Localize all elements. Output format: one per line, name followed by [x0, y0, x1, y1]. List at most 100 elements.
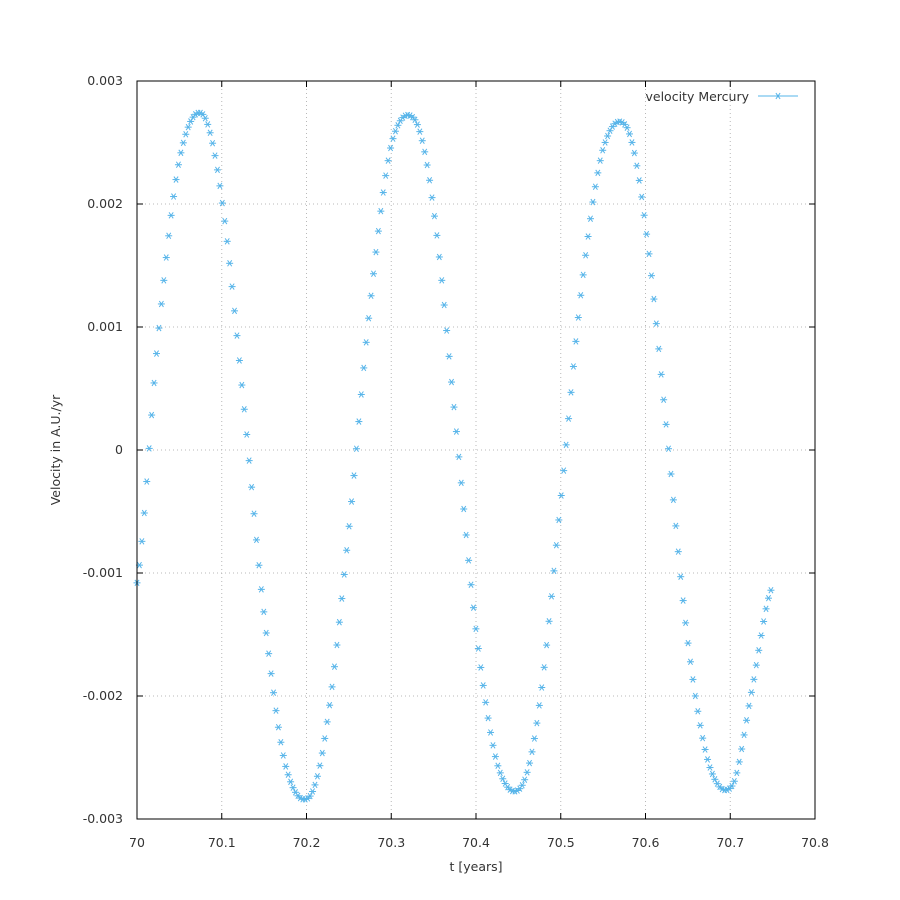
data-point: [187, 118, 195, 125]
data-point: [745, 702, 753, 710]
data-point: [313, 773, 321, 780]
data-point: [257, 586, 265, 593]
data-point: [579, 271, 587, 279]
x-tick-labels: 70 70.1 70.2 70.3 70.4 70.5 70.6 70.7 70.8: [129, 835, 829, 850]
x-tick-label: 70: [129, 835, 145, 850]
data-point: [426, 177, 434, 184]
data-point: [345, 523, 353, 530]
data-point: [213, 166, 221, 174]
data-point: [589, 198, 597, 206]
data-point: [606, 127, 614, 134]
data-point: [689, 676, 697, 683]
data-point: [479, 682, 487, 689]
data-point: [679, 597, 687, 604]
data-point: [155, 324, 163, 332]
data-point: [452, 428, 460, 435]
data-point: [174, 161, 182, 168]
data-point: [245, 457, 253, 464]
data-point: [645, 250, 653, 258]
data-point: [572, 338, 580, 345]
data-point: [504, 783, 512, 791]
data-point: [594, 169, 602, 177]
data-point: [167, 212, 175, 219]
data-point: [469, 604, 477, 611]
data-point: [601, 139, 609, 146]
data-point: [262, 629, 270, 637]
data-point: [487, 729, 495, 736]
y-tick-label: 0: [115, 442, 123, 457]
data-point: [657, 371, 665, 378]
data-point: [306, 792, 314, 800]
x-tick-label: 70.2: [293, 835, 321, 850]
data-point: [686, 658, 694, 666]
data-point: [704, 756, 712, 763]
data-point: [179, 139, 187, 147]
data-point: [177, 149, 185, 157]
data-point: [435, 253, 443, 261]
data-point: [662, 421, 670, 428]
y-tick-label: 0.003: [87, 73, 123, 88]
data-point: [192, 111, 200, 118]
data-point: [287, 778, 295, 786]
data-point: [640, 211, 648, 219]
data-point: [365, 314, 373, 322]
data-point: [757, 632, 765, 639]
data-point: [396, 117, 404, 125]
data-point: [638, 193, 646, 201]
data-point: [465, 557, 473, 564]
data-point: [521, 776, 529, 783]
series-markers: [133, 109, 775, 803]
data-point: [272, 707, 280, 714]
y-tick-labels: -0.003 -0.002 -0.001 0 0.001 0.002 0.003: [83, 73, 123, 826]
x-tick-label: 70.8: [801, 835, 829, 850]
data-point: [284, 771, 292, 779]
x-tick-label: 70.5: [547, 835, 575, 850]
data-point: [540, 664, 548, 671]
data-point: [604, 132, 612, 140]
data-point: [343, 547, 351, 554]
data-point: [655, 345, 663, 353]
data-point: [162, 254, 170, 261]
data-point: [362, 339, 370, 346]
data-point: [533, 719, 541, 727]
data-point: [713, 780, 721, 787]
data-point: [755, 647, 763, 654]
data-point: [462, 531, 470, 539]
data-point: [377, 207, 385, 215]
data-point: [428, 194, 436, 201]
data-point: [467, 581, 475, 588]
data-point: [743, 717, 751, 724]
data-point: [282, 763, 290, 770]
legend: velocity Mercury: [646, 89, 798, 104]
data-point: [204, 121, 212, 128]
data-point: [682, 619, 690, 627]
data-point: [367, 292, 375, 300]
data-point: [326, 701, 334, 709]
data-point: [416, 128, 424, 135]
legend-marker-glyph: [774, 92, 782, 100]
data-point: [630, 149, 638, 157]
data-point: [260, 608, 268, 616]
data-point: [140, 509, 148, 517]
data-point: [233, 332, 241, 339]
data-point: [543, 641, 551, 649]
data-point: [450, 403, 458, 411]
data-point: [484, 714, 492, 722]
data-point: [760, 618, 768, 625]
data-point: [148, 411, 156, 419]
data-point: [235, 357, 243, 364]
data-point: [587, 215, 595, 222]
data-point: [567, 389, 575, 396]
data-point: [221, 217, 229, 225]
data-point: [565, 415, 573, 422]
data-point: [674, 548, 682, 555]
data-point: [667, 470, 675, 478]
data-point: [445, 353, 453, 360]
data-point: [684, 639, 692, 647]
data-point: [550, 567, 558, 575]
data-point: [252, 536, 260, 544]
y-tick-label: -0.001: [83, 565, 123, 580]
data-point: [374, 227, 382, 235]
data-point: [323, 718, 331, 726]
